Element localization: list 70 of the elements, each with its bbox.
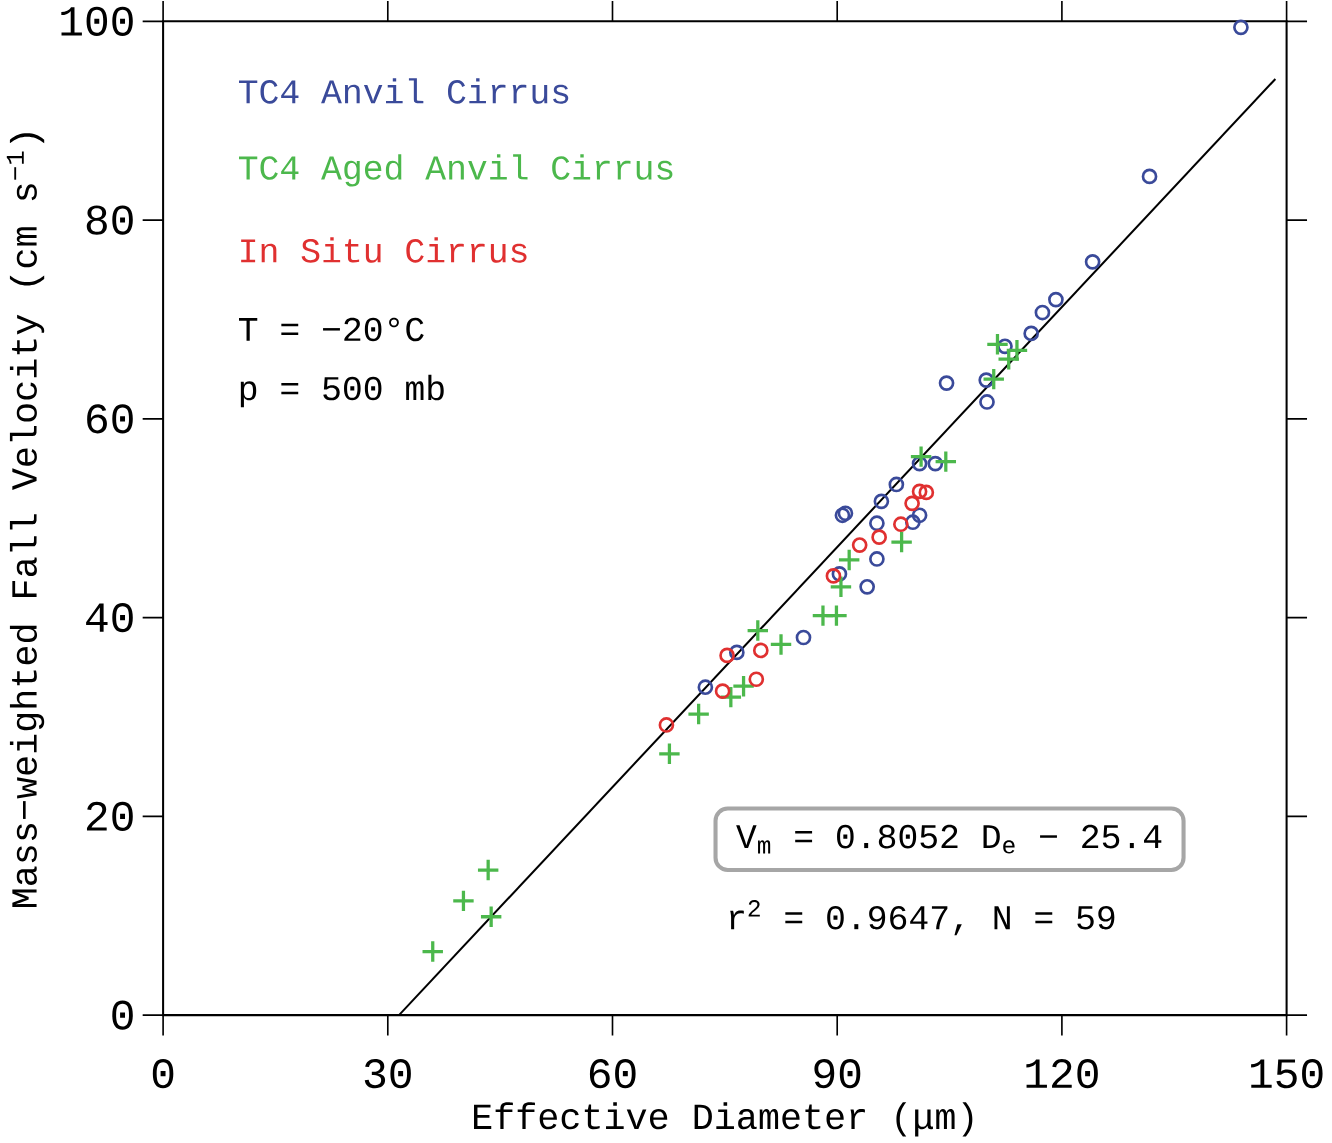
point xyxy=(658,716,675,733)
x-tick-label: 60 xyxy=(589,1058,636,1089)
point xyxy=(838,549,860,571)
y-tick-label: 40 xyxy=(86,602,133,633)
point xyxy=(795,629,812,646)
point xyxy=(770,634,792,655)
point xyxy=(453,890,474,911)
x-tick-label: 30 xyxy=(364,1058,411,1089)
point xyxy=(826,605,847,626)
point xyxy=(891,531,912,553)
point xyxy=(1034,304,1051,321)
point xyxy=(873,493,890,510)
point xyxy=(859,578,876,595)
point xyxy=(1048,291,1064,308)
point xyxy=(1023,325,1040,342)
point xyxy=(935,451,957,472)
y-tick-label: 0 xyxy=(112,1000,133,1030)
point xyxy=(911,507,928,523)
x-axis-title: Effective Diameter (μm) xyxy=(474,1102,973,1137)
point xyxy=(688,703,709,725)
annotation: r$^{2}$ = 0.9647, N = 59 xyxy=(730,899,1115,936)
annotation: p = 500 mb xyxy=(240,374,444,408)
point xyxy=(938,375,955,391)
y-tick-label: 100 xyxy=(61,6,133,36)
point xyxy=(978,372,995,388)
point xyxy=(1084,253,1101,270)
point xyxy=(748,671,765,687)
point xyxy=(825,567,842,584)
text: TC4 Anvil Cirrus xyxy=(239,78,569,104)
point xyxy=(747,620,769,641)
point xyxy=(719,647,735,664)
point xyxy=(997,338,1013,355)
point xyxy=(979,393,995,410)
x-tick-label: 120 xyxy=(1026,1058,1098,1089)
annotation: V$_{m}$ = 0.8052 D$_{e}$ − 25.4 xyxy=(736,824,1162,854)
point xyxy=(918,484,935,501)
x-tick-label: 0 xyxy=(152,1058,174,1089)
point xyxy=(983,368,1004,390)
point xyxy=(480,906,502,927)
point xyxy=(904,495,920,512)
point xyxy=(1006,339,1028,361)
y-tick-label: 80 xyxy=(86,205,133,235)
x-tick-label: 150 xyxy=(1251,1058,1323,1089)
point xyxy=(477,859,499,881)
point xyxy=(1233,19,1249,36)
point xyxy=(714,683,731,699)
point xyxy=(911,483,928,500)
point xyxy=(1141,168,1158,185)
point xyxy=(659,743,680,764)
y-tick-label: 20 xyxy=(86,801,133,831)
point xyxy=(422,941,443,962)
point xyxy=(893,516,909,532)
point xyxy=(733,675,754,697)
point xyxy=(830,576,852,597)
text: In Situ Cirrus xyxy=(241,237,527,263)
point xyxy=(888,476,905,493)
point xyxy=(752,642,769,659)
point xyxy=(871,529,888,545)
y-axis-title: Mass−weighted Fall Velocity (cm s$^{−1}$) xyxy=(6,133,45,907)
annotation: T = −20°C xyxy=(239,317,424,342)
point xyxy=(927,455,944,472)
point xyxy=(697,679,714,695)
point xyxy=(869,515,885,531)
text: TC4 Aged Anvil Cirrus xyxy=(239,154,673,187)
x-tick-label: 90 xyxy=(814,1058,861,1089)
point xyxy=(987,333,1008,355)
point xyxy=(869,550,885,567)
point xyxy=(851,537,868,553)
y-tick-label: 60 xyxy=(87,404,133,434)
point xyxy=(910,446,932,467)
